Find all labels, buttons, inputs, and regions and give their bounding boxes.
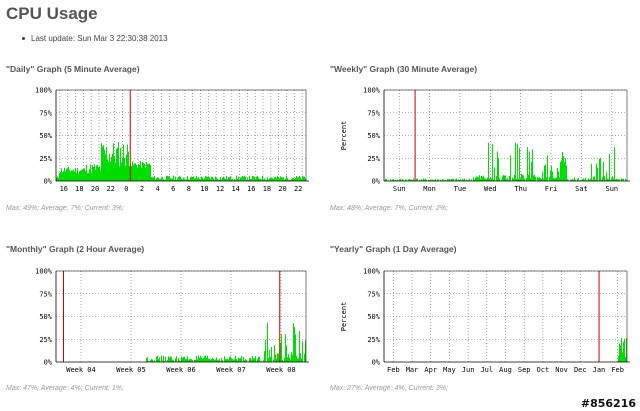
x-tick-label: Feb bbox=[387, 366, 400, 374]
x-tick-label: Oct bbox=[537, 366, 550, 374]
x-tick-label: 20 bbox=[278, 185, 286, 193]
y-tick-label: 75% bbox=[367, 290, 380, 298]
y-tick-label: 75% bbox=[367, 109, 380, 117]
y-tick-label: 50% bbox=[367, 313, 380, 321]
daily-graph-title: "Daily" Graph (5 Minute Average) bbox=[6, 64, 140, 74]
y-tick-label: 50% bbox=[367, 132, 380, 140]
x-tick-label: Sun bbox=[605, 185, 618, 193]
x-tick-label: Thu bbox=[514, 185, 527, 193]
x-tick-label: Wed bbox=[484, 185, 497, 193]
x-tick-label: Apr bbox=[424, 366, 437, 374]
plot-area bbox=[384, 90, 627, 181]
y-tick-label: 100% bbox=[35, 268, 53, 276]
x-tick-label: 0 bbox=[124, 185, 128, 193]
y-tick-label: 25% bbox=[39, 336, 52, 344]
y-tick-label: 0% bbox=[44, 359, 53, 367]
x-tick-label: Sat bbox=[575, 185, 588, 193]
x-tick-label: Feb bbox=[611, 366, 624, 374]
yearly-graph-title: "Yearly" Graph (1 Day Average) bbox=[330, 244, 457, 254]
x-tick-label: 2 bbox=[140, 185, 144, 193]
daily-graph: 100% 75% 50% 25% 0% 16 18 20 22 0 2 4 6 8 10 12 14 16 18 20… bbox=[35, 87, 309, 193]
monthly-graph: 100% 75% 50% 25% 0% Week 04 Week 05 Week 06 Week… bbox=[35, 268, 309, 374]
x-tick-label: Sep bbox=[518, 366, 531, 374]
x-tick-label: Jul bbox=[480, 366, 493, 374]
bullet-icon bbox=[22, 37, 25, 41]
x-tick-label: 6 bbox=[171, 185, 175, 193]
weekly-graph-title: "Weekly" Graph (30 Minute Average) bbox=[330, 64, 478, 74]
x-tick-label: Nov bbox=[555, 366, 568, 374]
x-tick-label: Mon bbox=[423, 185, 436, 193]
y-tick-label: 25% bbox=[367, 155, 380, 163]
yearly-graph: 100% 75% 50% 25% 0% Feb Mar Apr May Jun Jul Aug Sep O… bbox=[340, 268, 630, 374]
x-tick-label: Sun bbox=[393, 185, 406, 193]
x-tick-label: Aug bbox=[499, 366, 512, 374]
x-tick-label: Tue bbox=[454, 185, 467, 193]
x-tick-label: 18 bbox=[75, 185, 83, 193]
x-tick-label: 4 bbox=[155, 185, 159, 193]
yearly-graph-caption: Max: 27%; Average: 4%; Current: 3%; bbox=[330, 385, 448, 392]
y-tick-label: 50% bbox=[39, 132, 52, 140]
x-tick-label: Jun bbox=[462, 366, 475, 374]
x-tick-label: 18 bbox=[263, 185, 271, 193]
x-tick-label: 16 bbox=[247, 185, 255, 193]
y-tick-label: 100% bbox=[35, 87, 53, 95]
x-tick-label: Week 06 bbox=[166, 366, 196, 374]
weekly-graph: 100% 75% 50% 25% 0% Sun Mon Tue Wed Thu Fri Sat Sun P… bbox=[340, 87, 630, 193]
y-tick-label: 75% bbox=[39, 290, 52, 298]
x-tick-label: May bbox=[443, 366, 456, 374]
last-update-item: Last update: Sun Mar 3 22:30:38 2013 bbox=[22, 34, 168, 43]
watermark-id: #856216 bbox=[580, 397, 636, 410]
x-tick-label: Fri bbox=[545, 185, 558, 193]
x-tick-label: 14 bbox=[231, 185, 239, 193]
x-tick-label: 20 bbox=[91, 185, 99, 193]
x-tick-label: Dec bbox=[574, 366, 587, 374]
y-tick-label: 0% bbox=[372, 178, 381, 186]
x-tick-label: Week 04 bbox=[66, 366, 96, 374]
x-tick-label: 22 bbox=[106, 185, 114, 193]
last-update-text: Last update: Sun Mar 3 22:30:38 2013 bbox=[31, 34, 168, 43]
weekly-graph-caption: Max: 48%; Average: 7%; Current: 2%; bbox=[330, 205, 448, 212]
y-tick-label: 50% bbox=[39, 313, 52, 321]
daily-graph-caption: Max: 49%; Average: 7%; Current: 3%; bbox=[6, 205, 124, 212]
y-tick-label: 75% bbox=[39, 109, 52, 117]
x-tick-label: Week 08 bbox=[266, 366, 296, 374]
x-tick-label: Week 05 bbox=[116, 366, 146, 374]
y-tick-label: 25% bbox=[367, 336, 380, 344]
x-tick-label: 8 bbox=[187, 185, 191, 193]
x-tick-label: 16 bbox=[60, 185, 68, 193]
x-tick-label: 12 bbox=[216, 185, 224, 193]
y-tick-label: 0% bbox=[44, 178, 53, 186]
page-title: CPU Usage bbox=[6, 4, 98, 23]
y-tick-label: 100% bbox=[363, 87, 381, 95]
y-axis-label: Percent bbox=[340, 121, 348, 151]
y-tick-label: 0% bbox=[372, 359, 381, 367]
y-tick-label: 100% bbox=[363, 268, 381, 276]
monthly-graph-title: "Monthly" Graph (2 Hour Average) bbox=[6, 244, 145, 254]
x-tick-label: 22 bbox=[294, 185, 302, 193]
x-tick-label: Week 07 bbox=[216, 366, 246, 374]
x-tick-label: Mar bbox=[406, 366, 419, 374]
y-tick-label: 25% bbox=[39, 155, 52, 163]
x-tick-label: Jan bbox=[593, 366, 606, 374]
x-tick-label: 10 bbox=[200, 185, 208, 193]
y-axis-label: Percent bbox=[340, 302, 348, 332]
monthly-graph-caption: Max: 47%; Average: 4%; Current: 1%; bbox=[6, 385, 124, 392]
